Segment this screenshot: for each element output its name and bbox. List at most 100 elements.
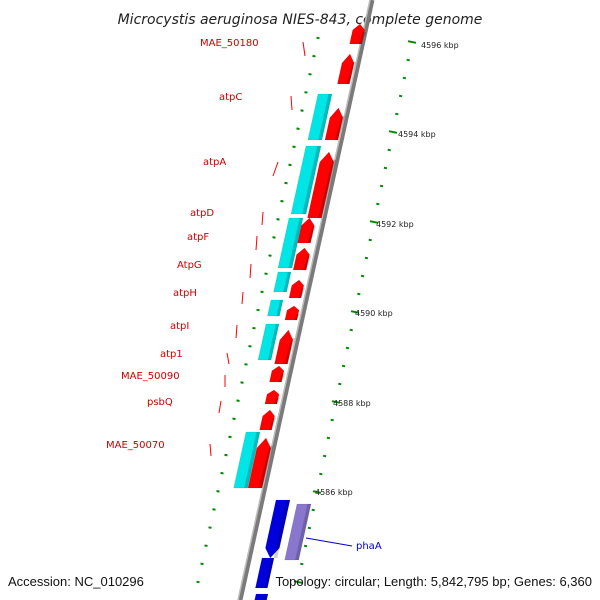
- kbp-scale: 4596 kbp 4594 kbp 4592 kbp 4590 kbp 4588…: [315, 41, 459, 497]
- gene-block: [277, 217, 304, 269]
- backbone-highlight: [237, 0, 371, 600]
- leader-line-blue: [305, 537, 353, 547]
- tick-minor: [312, 54, 316, 58]
- gene-arrow-shade: [302, 256, 311, 270]
- gene-label[interactable]: atpF: [187, 232, 209, 243]
- gene-label[interactable]: psbQ: [147, 397, 173, 408]
- tick-minor: [368, 238, 372, 242]
- tick-minor: [303, 544, 308, 548]
- gene-arrow-shade: [317, 160, 336, 218]
- tick-minor: [322, 454, 327, 458]
- gene-label[interactable]: atpI: [170, 321, 189, 332]
- tick-minor: [300, 109, 304, 112]
- gene-arrow-shade: [346, 62, 356, 84]
- tick-major: [369, 220, 379, 224]
- tick-minor: [316, 36, 320, 40]
- gene-arrow: [259, 409, 275, 431]
- map-title: Microcystis aeruginosa NIES-843, complet…: [118, 12, 483, 28]
- backbone-line: [237, 0, 375, 600]
- gene-label[interactable]: atpD: [190, 208, 214, 219]
- tick-minor: [260, 290, 264, 294]
- tick-major: [312, 490, 322, 494]
- tick-minor: [345, 346, 350, 350]
- tick-minor: [307, 526, 312, 530]
- gene-arrow-shade: [273, 398, 280, 404]
- tick-marks: [196, 36, 417, 584]
- gene-arrow: [292, 247, 310, 271]
- gene-label[interactable]: atpC: [219, 92, 242, 103]
- tick-minor: [216, 490, 220, 493]
- leader-line: [241, 291, 244, 305]
- gene-arrow: [269, 365, 285, 383]
- gene-block-blue: [254, 593, 269, 600]
- kbp-label: 4594 kbp: [398, 130, 436, 139]
- kbp-label: 4596 kbp: [421, 41, 459, 50]
- gene-label[interactable]: AtpG: [177, 260, 202, 271]
- tick-minor: [220, 471, 224, 475]
- tick-minor: [256, 308, 260, 312]
- gene-block-shade: [288, 218, 303, 268]
- gene-block: [267, 299, 284, 317]
- tick-minor: [288, 163, 292, 167]
- tick-minor: [284, 181, 288, 185]
- tick-major: [331, 400, 341, 404]
- tick-minor: [326, 436, 331, 440]
- tick-minor: [300, 562, 304, 566]
- tick-major: [407, 40, 417, 44]
- gene-block-shade: [244, 432, 260, 488]
- leader-line: [218, 400, 222, 414]
- gene-block: [290, 145, 322, 215]
- gene-labels: MAE_50180 atpC atpA atpD atpF AtpG atpH …: [106, 38, 382, 552]
- kbp-label: 4586 kbp: [315, 488, 353, 497]
- gene-arrow-shade: [284, 338, 295, 364]
- tick-minor: [292, 145, 296, 149]
- tick-minor: [376, 202, 380, 206]
- tick-minor: [196, 580, 200, 584]
- tick-minor: [402, 76, 407, 80]
- tick-minor: [357, 292, 361, 296]
- gene-block-shade: [302, 146, 321, 214]
- tick-minor: [272, 236, 276, 239]
- tick-minor: [360, 274, 365, 278]
- leader-line: [209, 443, 212, 457]
- gene-label[interactable]: MAE_50090: [121, 371, 180, 382]
- gene-block-shade: [276, 300, 283, 316]
- gene-label[interactable]: atpH: [173, 288, 197, 299]
- tick-major: [388, 130, 398, 134]
- gene-arrow-shade: [358, 32, 366, 44]
- gene-features: [233, 23, 366, 600]
- tick-minor: [341, 364, 346, 368]
- kbp-label: 4588 kbp: [333, 399, 371, 408]
- tick-minor: [349, 328, 353, 332]
- gene-block-violet-shade: [295, 504, 311, 560]
- tick-minor: [228, 435, 232, 439]
- gene-block: [257, 323, 280, 361]
- gene-label[interactable]: atp1: [160, 349, 183, 360]
- gene-arrow-shade: [258, 446, 273, 488]
- gene-arrow-blue: [265, 499, 291, 559]
- gene-label[interactable]: MAE_50070: [106, 440, 165, 451]
- gene-arrow: [337, 53, 355, 85]
- gene-label-blue[interactable]: phaA: [356, 541, 382, 552]
- gene-block-blue: [255, 557, 275, 589]
- gene-arrow: [297, 217, 315, 244]
- tick-minor: [224, 453, 228, 457]
- gene-block-blue-shade: [264, 558, 274, 588]
- gene-block-shade: [318, 94, 332, 140]
- gene-block-shade: [283, 272, 291, 292]
- tick-minor: [268, 254, 272, 257]
- gene-arrow-shade: [307, 226, 316, 243]
- gene-label[interactable]: MAE_50180: [200, 38, 259, 49]
- tick-minor: [240, 381, 244, 384]
- gene-block-shade: [267, 324, 279, 360]
- gene-arrow-shade: [268, 418, 276, 430]
- tick-minor: [236, 399, 240, 402]
- gene-block: [273, 271, 292, 293]
- tick-minor: [276, 218, 280, 221]
- gene-label[interactable]: atpA: [203, 157, 226, 168]
- gene-arrow: [274, 329, 294, 365]
- tick-minor: [383, 166, 388, 170]
- leader-line: [261, 211, 264, 226]
- tick-minor: [304, 91, 308, 94]
- gene-arrow-shade: [278, 374, 285, 382]
